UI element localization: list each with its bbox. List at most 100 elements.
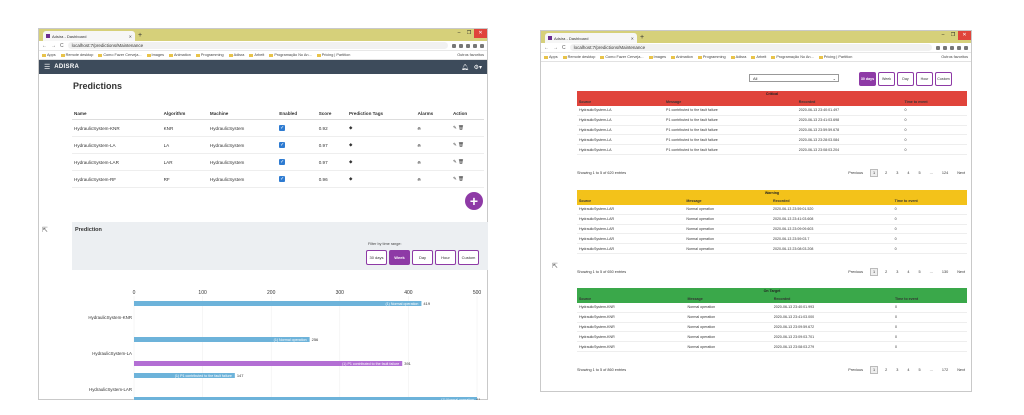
trash-icon[interactable]: 🗑︎ xyxy=(458,159,464,164)
bookmark-item[interactable]: Animation xyxy=(670,55,693,59)
table-row[interactable]: HydraulicSystem-LAR Normal operation 2020-… xyxy=(577,214,967,225)
reload-icon[interactable]: C xyxy=(562,44,566,51)
page-link[interactable]: 172 xyxy=(941,368,949,372)
edit-icon[interactable]: ✎ xyxy=(452,176,457,181)
range-button-week[interactable]: Week xyxy=(878,72,895,86)
range-button-day[interactable]: Day xyxy=(897,72,914,86)
minimize-icon[interactable]: – xyxy=(941,32,945,38)
page-link[interactable]: Previous xyxy=(848,270,864,274)
new-tab-button[interactable]: + xyxy=(640,34,645,41)
bookmark-item[interactable]: Pricing | Partition xyxy=(818,55,852,59)
range-button-custom[interactable]: Custom xyxy=(935,72,952,86)
bookmark-item[interactable]: Animation xyxy=(168,53,191,57)
bookmark-other[interactable]: Outros favoritos xyxy=(941,55,968,59)
bookmark-item[interactable]: Remote desktop xyxy=(562,55,595,59)
maximize-icon[interactable]: ❐ xyxy=(466,30,472,36)
table-row[interactable]: HydraulicSystem-LA P1 contributed to the … xyxy=(577,144,967,155)
extension-icon[interactable] xyxy=(466,43,470,48)
range-button-hour[interactable]: Hour xyxy=(916,72,933,86)
page-link[interactable]: 1 xyxy=(870,169,879,177)
enabled-checkbox[interactable]: ✓ xyxy=(279,125,286,131)
table-row[interactable]: HydraulicSystem-KNR Normal operation 2020-… xyxy=(577,322,967,333)
page-link[interactable]: 5 xyxy=(918,368,921,372)
table-row[interactable]: HydraulicSystem-KNR Normal operation 2020-… xyxy=(577,331,967,343)
table-row[interactable]: HydraulicSystem-LA P1 contributed to the … xyxy=(577,125,967,136)
hamburger-menu-icon[interactable]: ☰ xyxy=(44,64,51,71)
back-icon[interactable]: ← xyxy=(544,44,549,51)
column-header[interactable]: Time to event xyxy=(904,100,928,104)
close-window-icon[interactable]: ✕ xyxy=(474,29,487,38)
extension-icon[interactable] xyxy=(459,43,463,48)
page-link[interactable]: 1 xyxy=(870,268,879,276)
extension-icon[interactable] xyxy=(936,45,940,50)
tag-icon[interactable]: ◆ xyxy=(348,125,353,130)
bookmark-item[interactable]: Adisra xyxy=(228,53,244,57)
edit-icon[interactable]: ✎ xyxy=(452,125,457,130)
table-row[interactable]: HydraulicSystem-LA P1 contributed to the … xyxy=(577,134,967,146)
range-button-week[interactable]: Week xyxy=(389,250,410,265)
reload-icon[interactable]: C xyxy=(60,42,64,49)
extension-icon[interactable] xyxy=(957,45,961,50)
bell-icon[interactable]: ⍾ xyxy=(417,125,421,131)
table-row[interactable]: HydraulicSystem-LAR LAR HydraulicSystem ✓ 0.… xyxy=(72,153,484,171)
extension-icon[interactable] xyxy=(480,43,484,48)
tag-icon[interactable]: ◆ xyxy=(348,176,353,181)
extension-icon[interactable] xyxy=(452,43,456,48)
source-select[interactable]: All ⌄ xyxy=(749,74,839,82)
page-link[interactable]: 1 xyxy=(870,366,879,374)
column-header[interactable]: Recorded xyxy=(772,199,790,203)
tag-icon[interactable]: ◆ xyxy=(348,142,353,147)
column-header[interactable]: Message xyxy=(686,199,702,203)
bookmark-item[interactable]: Arbeit xyxy=(751,55,766,59)
page-link[interactable]: 5 xyxy=(918,171,921,175)
edit-icon[interactable]: ✎ xyxy=(452,142,457,147)
range-button-30-days[interactable]: 30 days xyxy=(859,72,876,86)
column-header[interactable]: Time to event xyxy=(894,199,918,203)
table-row[interactable]: HydraulicSystem-LA P1 contributed to the … xyxy=(577,115,967,126)
page-link[interactable]: 2 xyxy=(885,368,888,372)
edit-icon[interactable]: ✎ xyxy=(452,159,457,164)
new-tab-button[interactable]: + xyxy=(138,32,143,39)
page-link[interactable]: 4 xyxy=(907,270,910,274)
bookmark-item[interactable]: Apps xyxy=(544,55,558,59)
bookmark-item[interactable]: Arbeit xyxy=(249,53,264,57)
page-link[interactable]: Previous xyxy=(848,171,864,175)
trash-icon[interactable]: 🗑︎ xyxy=(458,125,464,130)
range-button-30-days[interactable]: 30 days xyxy=(366,250,387,265)
user-menu-icon[interactable]: ⚙▾ xyxy=(473,64,482,71)
browser-tab[interactable]: Adsira - Dashboard ✕ xyxy=(43,31,135,41)
page-link[interactable]: 5 xyxy=(918,270,921,274)
forward-icon[interactable]: → xyxy=(553,44,558,51)
bookmark-item[interactable]: Pricing | Partition xyxy=(316,53,350,57)
enabled-checkbox[interactable]: ✓ xyxy=(279,142,286,148)
forward-icon[interactable]: → xyxy=(51,42,56,49)
bookmark-item[interactable]: Programação No An... xyxy=(771,55,814,59)
extension-icon[interactable] xyxy=(950,45,954,50)
page-link[interactable]: 4 xyxy=(907,368,910,372)
close-window-icon[interactable]: ✕ xyxy=(958,31,971,40)
page-link[interactable]: 3 xyxy=(896,368,899,372)
column-header[interactable]: Source xyxy=(579,199,592,203)
bookmark-other[interactable]: Outros favoritos xyxy=(457,53,484,57)
bookmark-item[interactable]: Programming xyxy=(697,55,726,59)
table-row[interactable]: HydraulicSystem-LA P1 contributed to the … xyxy=(577,106,967,116)
column-header[interactable]: Source xyxy=(579,297,592,301)
url-input[interactable]: localhost:7/predictions/Maintenance xyxy=(569,44,932,51)
page-link[interactable]: 124 xyxy=(941,171,949,175)
close-tab-icon[interactable]: ✕ xyxy=(128,33,132,39)
column-header[interactable]: Message xyxy=(687,297,703,301)
trash-icon[interactable]: 🗑︎ xyxy=(458,176,464,181)
bookmark-item[interactable]: Programming xyxy=(195,53,224,57)
bell-icon[interactable]: ⍾ xyxy=(417,142,421,148)
enabled-checkbox[interactable]: ✓ xyxy=(279,159,286,165)
table-row[interactable]: HydraulicSystem-KNR Normal operation 2020-… xyxy=(577,303,967,313)
add-prediction-button[interactable]: + xyxy=(465,192,483,210)
column-header[interactable]: Time to event xyxy=(894,297,919,301)
back-icon[interactable]: ← xyxy=(42,42,47,49)
page-link[interactable]: Next xyxy=(957,171,965,175)
table-row[interactable]: HydraulicSystem-LAR Normal operation 2020-… xyxy=(577,243,967,254)
extension-icon[interactable] xyxy=(473,43,477,48)
page-link[interactable]: Previous xyxy=(848,368,864,372)
close-tab-icon[interactable]: ✕ xyxy=(630,35,634,41)
bookmark-item[interactable]: Como Fazer Cerveja... xyxy=(98,53,142,57)
